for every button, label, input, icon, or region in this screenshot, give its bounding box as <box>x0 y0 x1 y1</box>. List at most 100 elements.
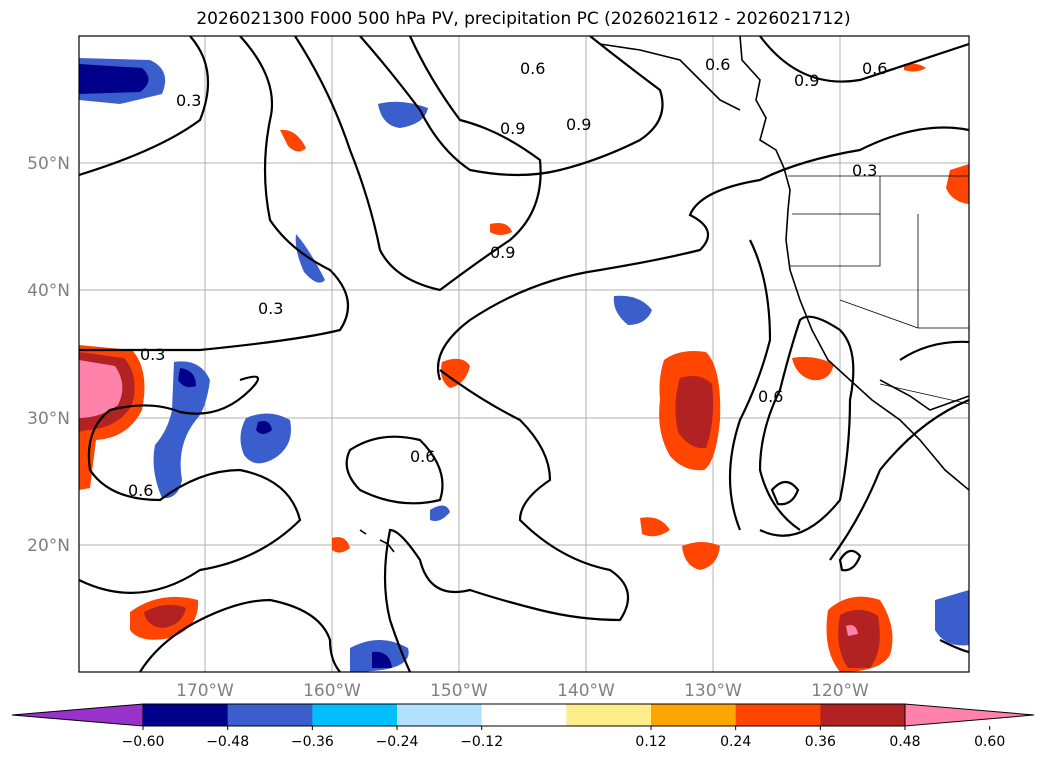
colorbar-segment <box>820 704 906 726</box>
contour-label: 0.3 <box>258 299 283 318</box>
pv-contour-0.3 <box>939 639 969 654</box>
fill-positive-strong <box>675 376 714 449</box>
coastlines <box>359 36 969 553</box>
state-borders <box>788 175 969 405</box>
map-panel: 0.3 0.3 0.3 0.3 0.6 0.6 0.6 0.6 0.6 0.6 … <box>79 36 969 672</box>
pv-contour-0.3 <box>79 36 350 352</box>
colorbar-tick-label: 0.24 <box>720 734 751 750</box>
contour-labels: 0.3 0.3 0.3 0.3 0.6 0.6 0.6 0.6 0.6 0.6 … <box>128 55 887 500</box>
colorbar: −0.60 −0.48 −0.36 −0.24 −0.12 0.12 0.24 0.36 0.4… <box>11 703 1035 750</box>
pv-contour-0.6 <box>728 239 772 531</box>
lon-label-140w: 140°W <box>557 681 615 701</box>
fill-positive-strong <box>838 609 880 668</box>
fill-negative-strong <box>178 368 196 388</box>
contour-label: 0.6 <box>520 59 545 78</box>
colorbar-extend-low <box>11 703 144 727</box>
fill-negative <box>240 413 291 464</box>
colorbar-tick-label: 0.36 <box>805 734 836 750</box>
border-oregon <box>790 213 881 267</box>
contour-label: 0.6 <box>862 59 887 78</box>
contour-label: 0.6 <box>128 481 153 500</box>
contour-label: 0.6 <box>758 387 783 406</box>
gridlines <box>79 36 969 672</box>
fill-negative <box>613 295 652 325</box>
pv-contour-0.3 <box>79 36 210 177</box>
alaska-coast <box>599 43 741 111</box>
fill-negative-strong <box>256 421 272 434</box>
lat-label-50n: 50°N <box>27 154 70 174</box>
colorbar-tick-label: −0.36 <box>291 734 334 750</box>
contour-label: 0.3 <box>140 345 165 364</box>
colorbar-tick-label: 0.48 <box>889 734 920 750</box>
colorbar-segment <box>651 704 737 726</box>
pv-contour-0.6 <box>345 435 444 505</box>
fill-positive-strong <box>144 604 186 628</box>
fill-positive <box>682 542 720 570</box>
lat-label-40n: 40°N <box>27 281 70 301</box>
fill-positive <box>490 223 512 235</box>
colorbar-tick-label: 0.12 <box>635 734 666 750</box>
contour-label: 0.9 <box>500 119 525 138</box>
colorbar-ticks: −0.60 −0.48 −0.36 −0.24 −0.12 0.12 0.24 0.36 0.4… <box>122 726 1005 750</box>
fill-positive <box>946 164 969 204</box>
pv-contour-0.6 <box>294 36 542 292</box>
map-frame <box>78 35 970 673</box>
map-title: 2026021300 F000 500 hPa PV, precipitatio… <box>196 9 851 29</box>
contour-label: 0.9 <box>566 115 591 134</box>
map-background <box>79 36 969 672</box>
lat-label-30n: 30°N <box>27 409 70 429</box>
colorbar-segment <box>566 704 652 726</box>
fill-negative <box>378 101 428 128</box>
north-america-coast <box>739 36 969 491</box>
pv-contour-0.6 <box>436 126 969 381</box>
contour-label: 0.3 <box>852 161 877 180</box>
precip-fills <box>79 58 969 672</box>
pv-contour-0.3 <box>899 340 969 361</box>
lon-label-130w: 130°W <box>684 681 742 701</box>
pv-contour-0.9 <box>359 36 664 177</box>
fill-positive <box>332 537 350 553</box>
latitude-labels: 50°N 40°N 30°N 20°N <box>27 154 70 556</box>
lon-label-120w: 120°W <box>811 681 869 701</box>
pv-contour-0.6 <box>79 375 302 594</box>
colorbar-frame <box>142 703 906 727</box>
lon-label-160w: 160°W <box>303 681 361 701</box>
pv-contour-0.3 <box>838 549 862 572</box>
colorbar-tick-label: −0.12 <box>460 734 503 750</box>
lon-label-150w: 150°W <box>430 681 488 701</box>
fill-positive <box>640 517 670 537</box>
colorbar-segments <box>11 703 1035 727</box>
colorbar-extend-high <box>904 703 1035 727</box>
pv-contour-0.9 <box>759 36 969 83</box>
pv-contour-0.6 <box>770 480 800 506</box>
colorbar-tick-label: −0.60 <box>122 734 165 750</box>
fill-positive <box>904 63 926 72</box>
fill-negative <box>153 361 210 499</box>
contour-label: 0.6 <box>410 447 435 466</box>
contour-label: 0.9 <box>794 71 819 90</box>
fill-negative-strong <box>372 651 392 668</box>
colorbar-tick-label: −0.48 <box>206 734 249 750</box>
colorbar-segment <box>143 704 229 726</box>
fill-positive <box>280 129 306 152</box>
fill-negative-strong <box>79 64 149 94</box>
colorbar-segment <box>227 704 313 726</box>
pv-contours <box>79 36 969 672</box>
fill-positive-peak <box>79 360 123 418</box>
pv-contour-0.3 <box>829 398 969 561</box>
pv-contour-0.3 <box>139 598 341 672</box>
pv-contour-0.6 <box>383 369 630 672</box>
lat-label-20n: 20°N <box>27 536 70 556</box>
baja-coast <box>879 379 969 411</box>
fill-negative <box>935 590 969 646</box>
fill-positive <box>441 358 470 388</box>
colorbar-tick-label: −0.24 <box>376 734 419 750</box>
border-california-mexico <box>839 299 969 405</box>
contour-label: 0.9 <box>490 243 515 262</box>
lon-label-170w: 170°W <box>176 681 234 701</box>
colorbar-segment <box>312 704 398 726</box>
longitude-labels: 170°W 160°W 150°W 140°W 130°W 120°W <box>176 681 869 701</box>
fill-positive <box>792 356 834 381</box>
colorbar-tick-label: 0.60 <box>974 734 1005 750</box>
